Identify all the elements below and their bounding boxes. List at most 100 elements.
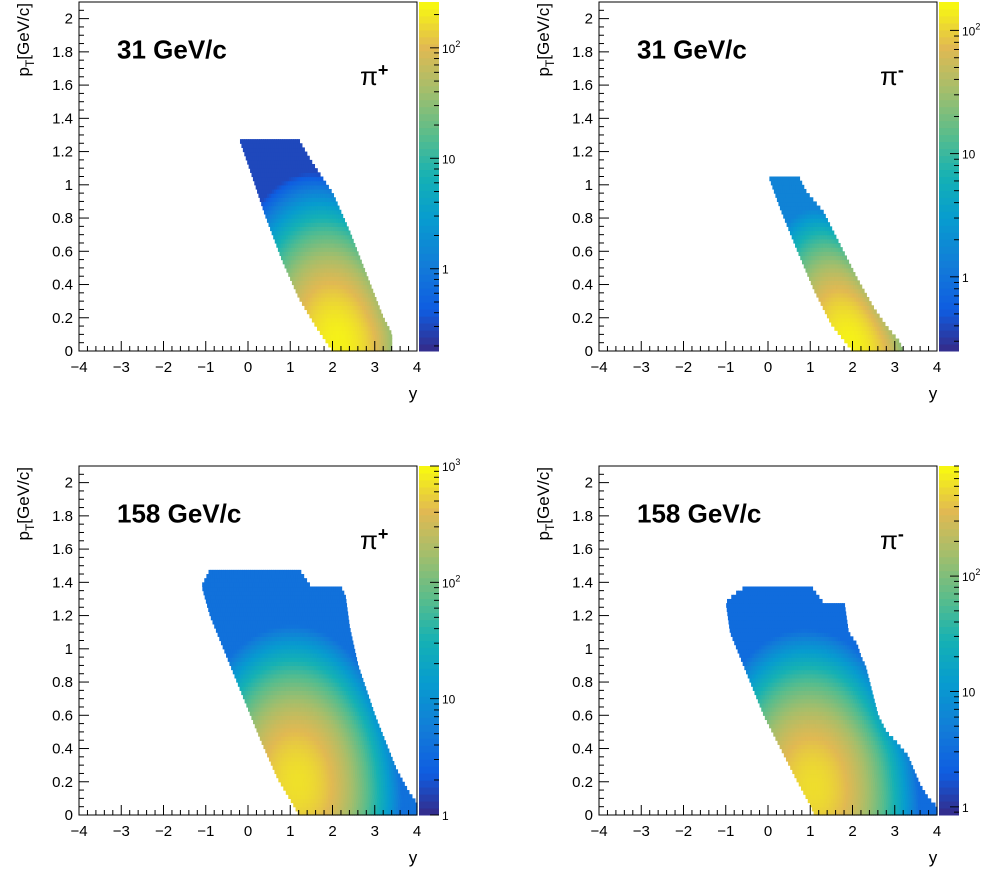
heatmap-cell bbox=[325, 781, 329, 787]
heatmap-cell bbox=[874, 321, 877, 327]
heatmap-cell bbox=[340, 234, 344, 240]
heatmap-cell bbox=[773, 188, 777, 194]
heatmap-cell bbox=[259, 677, 263, 683]
heatmap-cell bbox=[293, 711, 297, 716]
heatmap-cell bbox=[347, 342, 350, 348]
heatmap-cell bbox=[309, 159, 313, 165]
heatmap-cell bbox=[262, 205, 266, 211]
heatmap-cell bbox=[343, 740, 347, 745]
heatmap-cell bbox=[346, 338, 350, 344]
heatmap-cell bbox=[284, 773, 288, 779]
heatmap-cell bbox=[323, 288, 327, 294]
y-axis-title-main: p bbox=[14, 67, 33, 76]
heatmap-cell bbox=[359, 326, 362, 331]
heatmap-cell bbox=[385, 802, 389, 808]
heatmap-cell bbox=[855, 292, 859, 298]
heatmap-cell bbox=[316, 802, 320, 808]
heatmap-cell bbox=[290, 247, 294, 252]
heatmap-cell bbox=[319, 682, 323, 687]
heatmap-cell bbox=[295, 209, 299, 215]
heatmap-cell bbox=[798, 193, 802, 198]
heatmap-cell bbox=[318, 222, 322, 227]
heatmap-cell bbox=[333, 242, 337, 248]
heatmap-cell bbox=[243, 686, 247, 691]
heatmap-cell bbox=[331, 326, 335, 331]
heatmap-cell bbox=[295, 222, 299, 227]
heatmap-cell bbox=[302, 222, 305, 227]
heatmap-cell bbox=[361, 744, 365, 750]
heatmap-cell bbox=[258, 180, 262, 186]
heatmap-cell bbox=[290, 155, 293, 161]
heatmap-cell bbox=[816, 284, 820, 290]
heatmap-cell bbox=[276, 147, 280, 153]
heatmap-cell bbox=[338, 313, 342, 319]
heatmap-cell bbox=[301, 777, 305, 783]
heatmap-cell bbox=[852, 280, 856, 286]
heatmap-cell bbox=[299, 769, 303, 775]
heatmap-cell bbox=[357, 744, 361, 750]
heatmap-cell bbox=[259, 188, 262, 194]
heatmap-cell bbox=[847, 334, 850, 340]
heatmap-cell bbox=[262, 184, 265, 190]
heatmap-cell bbox=[275, 706, 279, 712]
heatmap-cell bbox=[301, 164, 305, 169]
heatmap-cell bbox=[294, 276, 297, 281]
heatmap-cell bbox=[313, 723, 317, 729]
heatmap-cell bbox=[263, 159, 267, 165]
heatmap-cell bbox=[303, 806, 307, 812]
heatmap-cell bbox=[306, 280, 310, 286]
heatmap-cell bbox=[327, 785, 331, 791]
heatmap-cell bbox=[272, 143, 276, 149]
heatmap-cell bbox=[338, 711, 341, 716]
heatmap-cell bbox=[345, 694, 348, 700]
heatmap-cell bbox=[298, 682, 302, 687]
heatmap-cell bbox=[336, 790, 340, 795]
heatmap-cell bbox=[322, 748, 326, 754]
heatmap-cell bbox=[358, 748, 362, 754]
heatmap-cell bbox=[337, 292, 341, 298]
color-scale-band bbox=[939, 281, 959, 289]
heatmap-cell bbox=[331, 765, 335, 770]
heatmap-cell bbox=[329, 677, 332, 683]
heatmap-cell bbox=[349, 272, 352, 277]
heatmap-cell bbox=[273, 234, 276, 240]
heatmap-cell bbox=[842, 284, 846, 290]
heatmap-cell bbox=[344, 276, 348, 281]
heatmap-cell bbox=[347, 230, 351, 236]
heatmap-cell bbox=[825, 272, 829, 277]
color-scale-band bbox=[939, 36, 959, 45]
heatmap-cell bbox=[345, 740, 349, 745]
heatmap-cell bbox=[291, 694, 295, 700]
heatmap-cell bbox=[370, 760, 374, 766]
heatmap-cell bbox=[337, 296, 341, 302]
heatmap-cell bbox=[295, 719, 298, 725]
heatmap-cell bbox=[278, 773, 282, 779]
heatmap-cell bbox=[356, 317, 360, 323]
heatmap-cell bbox=[296, 267, 300, 273]
color-scale-band bbox=[939, 169, 959, 177]
heatmap-cell bbox=[252, 164, 256, 169]
heatmap-cell bbox=[791, 234, 795, 240]
heatmap-cell bbox=[275, 213, 279, 219]
heatmap-cell bbox=[335, 698, 339, 704]
heatmap-cell bbox=[288, 706, 291, 712]
heatmap-cell bbox=[329, 288, 333, 294]
heatmap-cell bbox=[377, 740, 380, 745]
heatmap-cell bbox=[856, 301, 860, 306]
heatmap-cell bbox=[281, 184, 285, 190]
heatmap-cell bbox=[296, 744, 300, 750]
heatmap-cell bbox=[321, 251, 325, 257]
heatmap-cell bbox=[839, 296, 843, 302]
heatmap-cell bbox=[361, 773, 365, 779]
heatmap-cell bbox=[351, 342, 355, 348]
heatmap-cell bbox=[368, 802, 372, 808]
heatmap-cell bbox=[323, 309, 327, 315]
heatmap-cell bbox=[302, 184, 306, 190]
heatmap-cell bbox=[247, 686, 251, 691]
heatmap-cell bbox=[358, 301, 362, 306]
heatmap-cell bbox=[349, 234, 353, 240]
heatmap-cell bbox=[335, 769, 339, 775]
heatmap-cell bbox=[343, 777, 346, 783]
heatmap-cell bbox=[829, 242, 833, 248]
y-tick-label: 1.4 bbox=[52, 110, 73, 127]
